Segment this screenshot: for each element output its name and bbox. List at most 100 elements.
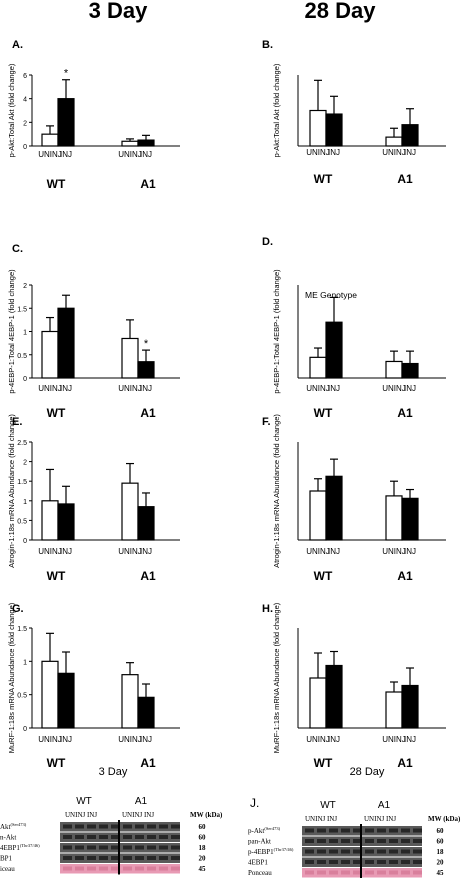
blot-band: [401, 870, 410, 875]
blot-band: [171, 845, 180, 850]
category-label: INJ: [140, 735, 152, 744]
category-label: UNINJ: [38, 735, 62, 744]
blot-band: [413, 870, 422, 875]
group-label-wt: WT: [47, 177, 66, 191]
blot-row-label: pan-Akt: [248, 838, 271, 846]
blot-band: [75, 835, 84, 839]
blot-row-mw: 60: [437, 827, 445, 835]
blot-band: [401, 839, 410, 843]
blot-panel-2: WT A1 UNINJ INJ UNINJ INJ MW (kDa) p-Akt(Ser4…: [248, 800, 461, 878]
bar-inj-wt: [57, 672, 75, 729]
blot-band: [329, 839, 338, 843]
blot-band: [329, 849, 338, 854]
category-label: INJ: [140, 384, 152, 393]
bar-inj-wt: [57, 307, 75, 379]
bar-uninj-wt: [309, 109, 327, 147]
blot-band: [87, 866, 96, 871]
blot-row-name: Akt: [0, 823, 11, 831]
y-axis-label: p-4EBP-1:Total 4EBP-1 (fold change): [7, 269, 16, 394]
blot-band: [147, 824, 156, 829]
blot-band: [159, 835, 168, 839]
group-label-a1: A1: [397, 569, 413, 583]
blot-band: [317, 839, 326, 843]
legend-title: ME Genotype: [305, 290, 357, 300]
blot-group-wt: WT: [76, 796, 92, 807]
bar-uninj-wt: [41, 133, 59, 147]
blot-band: [305, 860, 314, 864]
category-label: INJ: [140, 150, 152, 159]
blot-row-mw: 45: [437, 869, 445, 877]
group-label-wt: WT: [314, 172, 333, 186]
panel-label: D.: [262, 236, 273, 248]
bar-inj-wt: [57, 503, 75, 541]
category-label: UNINJ: [38, 150, 62, 159]
blot-lanes-label: UNINJ INJ: [364, 815, 396, 823]
blot-band: [159, 845, 168, 850]
category-label: INJ: [328, 547, 340, 556]
y-tick-label: 1: [23, 499, 27, 506]
bar-uninj-a1: [385, 136, 403, 147]
blot-band: [75, 824, 84, 829]
blot-row-name: pan-Akt: [248, 838, 271, 846]
blot-band: [317, 860, 326, 864]
bar-uninj-wt: [41, 330, 59, 379]
blot-band: [305, 839, 314, 843]
category-label: UNINJ: [118, 150, 142, 159]
blot-band: [341, 849, 350, 854]
blot-row-label: p-4EBP1(Thr37/46): [248, 847, 294, 856]
blot-band: [305, 828, 314, 833]
bottom-label-28day: 28 Day: [350, 766, 385, 778]
blot-band: [171, 856, 180, 860]
blot-row-mw: 60: [437, 838, 445, 846]
bar-inj-a1: [137, 139, 155, 147]
blot-band: [317, 849, 326, 854]
blot-band: [111, 845, 120, 850]
group-label-wt: WT: [314, 569, 333, 583]
bar-inj-wt: [57, 98, 75, 147]
y-tick-label: 0: [23, 538, 27, 545]
blot-band: [87, 856, 96, 860]
blot-row-superscript: (Thr37/46): [274, 847, 294, 852]
blot-row-mw: 60: [199, 823, 207, 831]
blot-band: [353, 849, 362, 854]
blot-band: [99, 835, 108, 839]
blot-band: [377, 849, 386, 854]
category-label: UNINJ: [382, 735, 406, 744]
blot-band: [365, 828, 374, 833]
y-axis-label: Atrogin-1:18s mRNA Abundance (fold chang…: [7, 414, 16, 568]
blot-band: [341, 839, 350, 843]
y-tick-label: 0: [23, 376, 27, 383]
blot-lanes-label: UNINJ INJ: [305, 815, 337, 823]
category-label: UNINJ: [38, 384, 62, 393]
blot-band: [353, 870, 362, 875]
blot-band: [365, 860, 374, 864]
blot-band: [413, 839, 422, 843]
bar-uninj-wt: [309, 677, 327, 729]
blot-group-a1: A1: [135, 796, 148, 807]
blot-band: [365, 870, 374, 875]
col-title-28day: 28 Day: [305, 0, 377, 23]
significance-marker: *: [64, 68, 69, 80]
blot-row-label: 4EBP1: [248, 859, 268, 867]
bar-inj-a1: [401, 124, 419, 147]
bottom-label-3day: 3 Day: [99, 766, 128, 778]
col-title-3day: 3 Day: [89, 0, 148, 23]
group-label-a1: A1: [140, 177, 156, 191]
blot-band: [171, 866, 180, 871]
blot-band: [389, 870, 398, 875]
blot-row-name: iceau: [0, 865, 15, 873]
category-label: INJ: [140, 547, 152, 556]
blot-band: [87, 835, 96, 839]
blot-band: [413, 849, 422, 854]
significance-marker: *: [144, 338, 149, 350]
chart-panels: A. 0 2 4 6 p-Akt:Total Akt (fold change) UNINJ…: [7, 39, 446, 770]
y-tick-label: 0.5: [17, 693, 27, 700]
y-tick-label: 0.5: [17, 353, 27, 360]
blot-band: [389, 828, 398, 833]
y-axis-label: Atrogin-1:18s mRNA Abundance (fold chang…: [272, 414, 281, 568]
category-label: UNINJ: [306, 735, 330, 744]
panel-label: E.: [12, 416, 22, 428]
